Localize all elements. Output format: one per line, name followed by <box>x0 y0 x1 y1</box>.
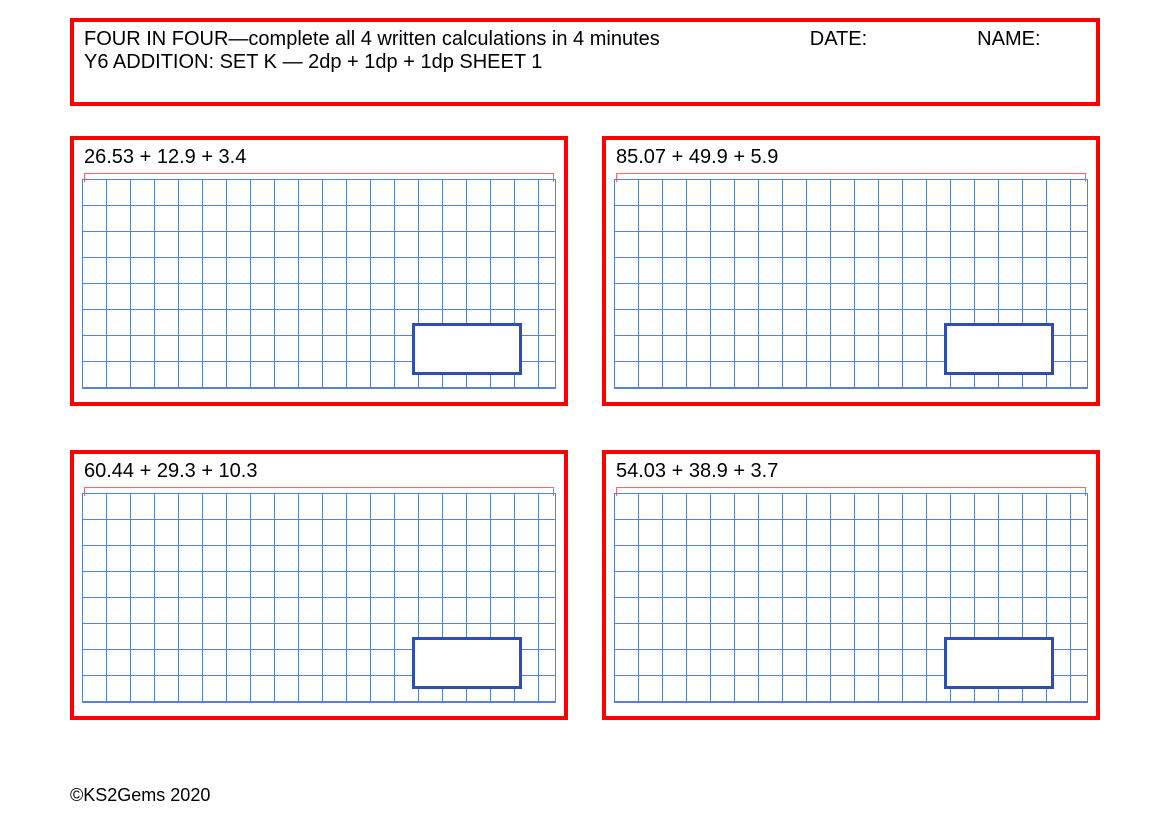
working-grid-wrap <box>614 173 1088 389</box>
worksheet-page: FOUR IN FOUR—complete all 4 written calc… <box>0 0 1170 828</box>
header-subtitle: Y6 ADDITION: SET K — 2dp + 1dp + 1dp SHE… <box>84 51 1086 74</box>
problem-card: 26.53 + 12.9 + 3.4 <box>70 136 568 406</box>
header-instruction: FOUR IN FOUR—complete all 4 written calc… <box>84 28 660 51</box>
problem-prompt: 85.07 + 49.9 + 5.9 <box>616 146 1088 169</box>
copyright-footer: ©KS2Gems 2020 <box>70 785 210 806</box>
working-grid-wrap <box>82 173 556 389</box>
problem-prompt: 60.44 + 29.3 + 10.3 <box>84 460 556 483</box>
problem-card: 85.07 + 49.9 + 5.9 <box>602 136 1100 406</box>
answer-box[interactable] <box>412 637 522 689</box>
problems-grid: 26.53 + 12.9 + 3.4 85.07 + 49.9 + 5.9 60… <box>70 136 1100 720</box>
problem-prompt: 54.03 + 38.9 + 3.7 <box>616 460 1088 483</box>
answer-box[interactable] <box>944 323 1054 375</box>
date-label: DATE: <box>810 28 867 51</box>
problem-card: 54.03 + 38.9 + 3.7 <box>602 450 1100 720</box>
working-grid-wrap <box>82 487 556 703</box>
answer-box[interactable] <box>944 637 1054 689</box>
problem-prompt: 26.53 + 12.9 + 3.4 <box>84 146 556 169</box>
answer-box[interactable] <box>412 323 522 375</box>
header-line-1: FOUR IN FOUR—complete all 4 written calc… <box>84 28 1086 51</box>
working-grid-wrap <box>614 487 1088 703</box>
header-box: FOUR IN FOUR—complete all 4 written calc… <box>70 18 1100 106</box>
name-label: NAME: <box>977 28 1040 51</box>
problem-card: 60.44 + 29.3 + 10.3 <box>70 450 568 720</box>
